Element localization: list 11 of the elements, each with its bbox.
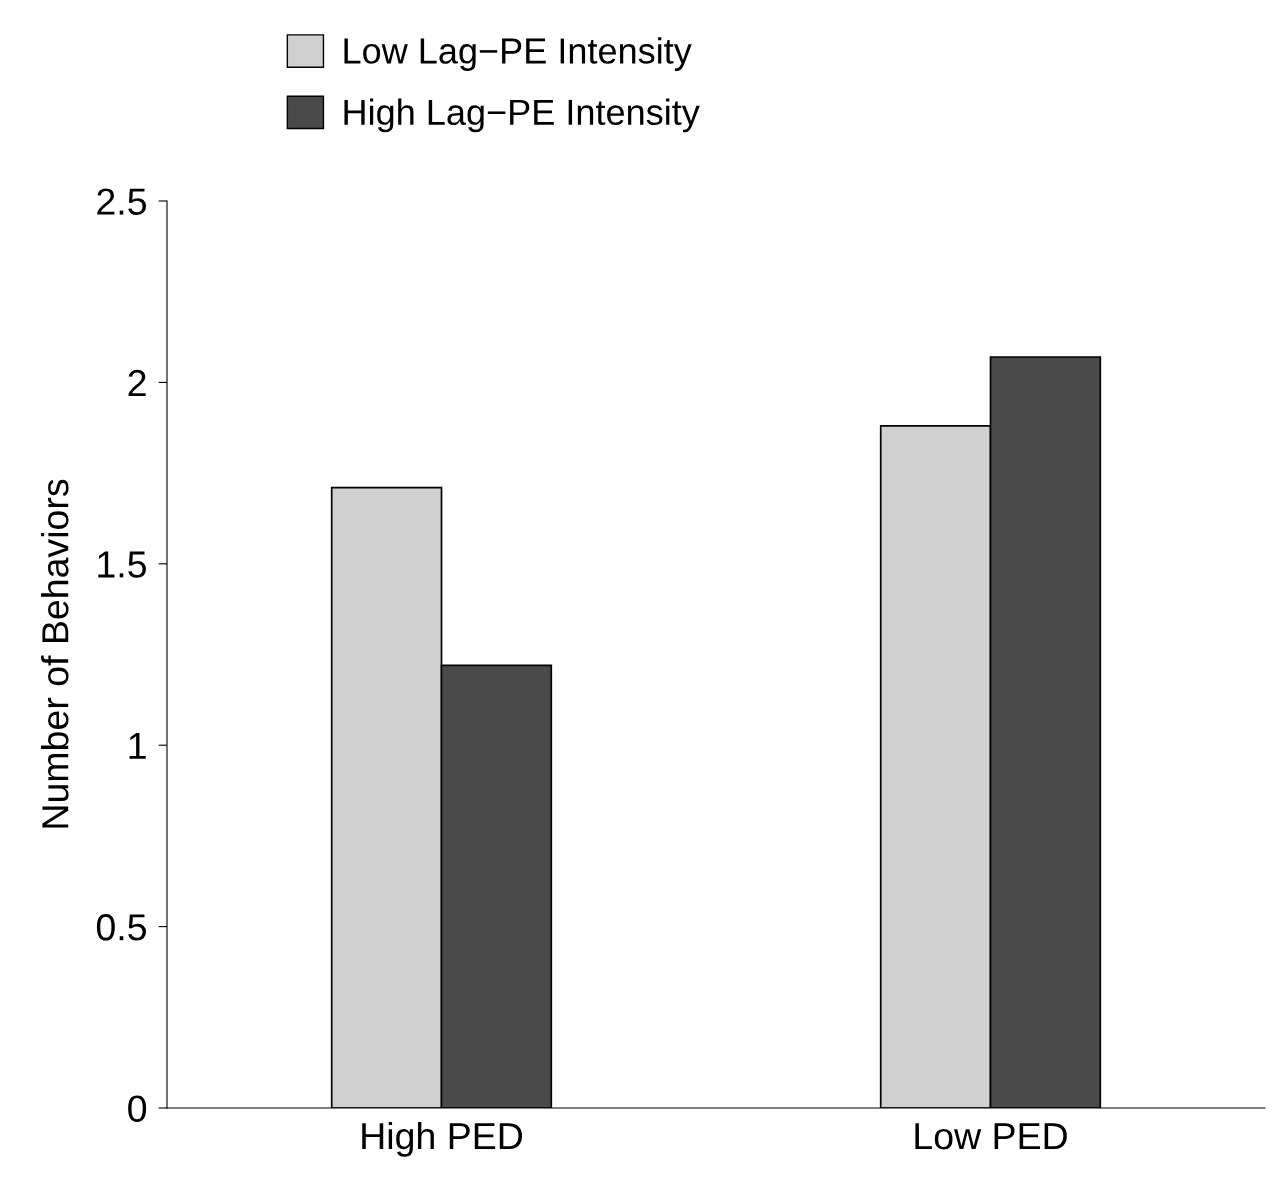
y-tick-label: 2 xyxy=(128,369,146,396)
y-tick-label: 0.5 xyxy=(96,914,146,941)
x-tick-label: Low PED xyxy=(915,1123,1067,1150)
x-tick-label: High PED xyxy=(362,1121,523,1157)
y-axis-title: Number of Behaviors xyxy=(41,479,69,828)
legend-label: Low Lag−PE Intensity xyxy=(344,37,692,71)
y-tick-label: 2.5 xyxy=(97,188,146,215)
legend-label: High Lag−PE Intensity xyxy=(344,98,700,133)
y-tick-label: 0 xyxy=(128,1095,147,1122)
y-tick-label: 1 xyxy=(129,732,146,759)
y-tick-label: 1.5 xyxy=(98,551,146,578)
